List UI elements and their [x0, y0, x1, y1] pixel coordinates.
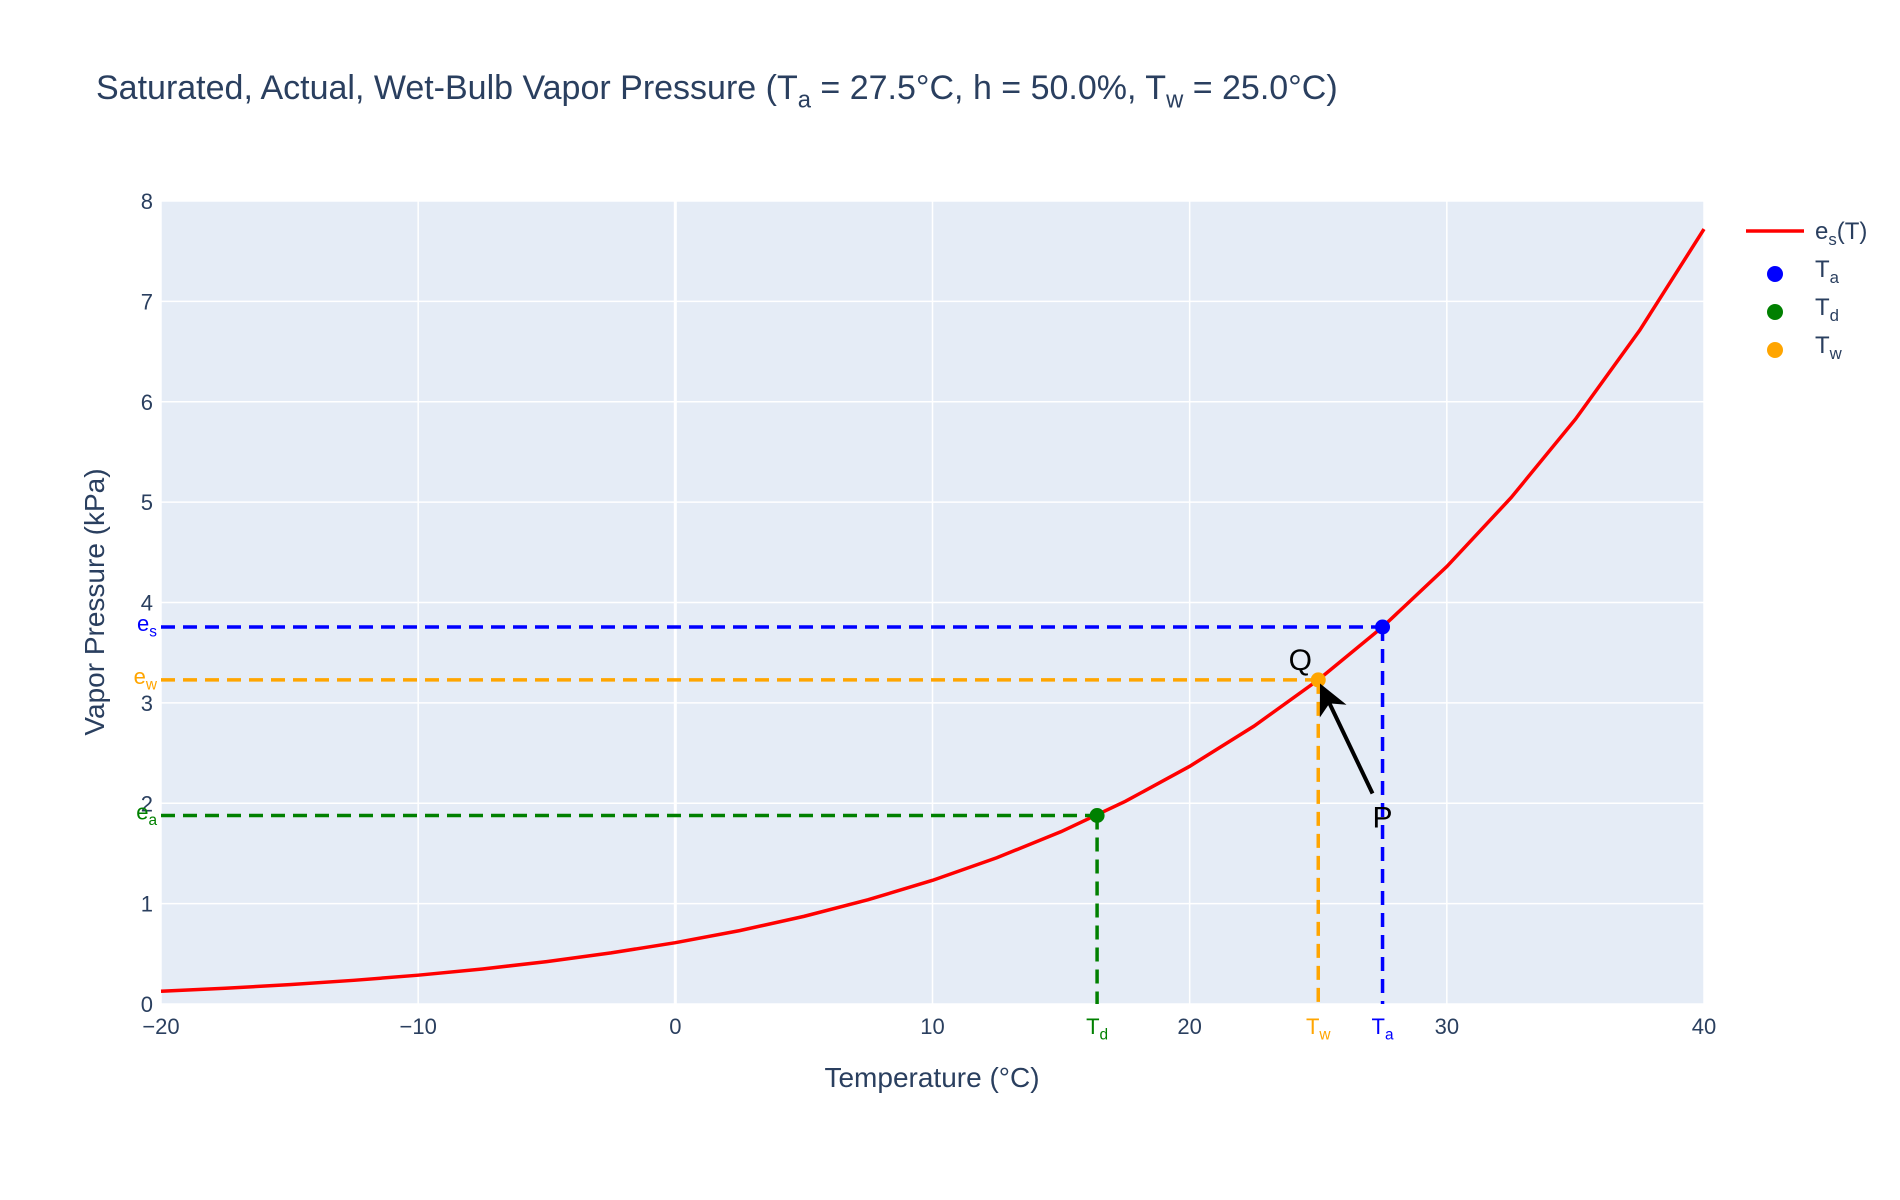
y-axis-title: Vapor Pressure (kPa) [79, 468, 110, 735]
legend-label: Ta [1815, 256, 1840, 287]
x-tick-label: −20 [142, 1014, 179, 1039]
chart-title: Saturated, Actual, Wet-Bulb Vapor Pressu… [96, 69, 1338, 114]
x-tick-label: −10 [400, 1014, 437, 1039]
text-part: T [1306, 1014, 1319, 1039]
y-tick-label: 8 [141, 189, 153, 214]
y-tick-label: 5 [141, 490, 153, 515]
point [1089, 807, 1105, 823]
text-part: = 25.0°C) [1183, 69, 1337, 107]
subscript: w [145, 676, 158, 693]
legend-label: Td [1815, 294, 1839, 325]
subscript: a [148, 812, 157, 829]
x-tick-label: 0 [669, 1014, 681, 1039]
legend-marker [1767, 266, 1783, 282]
legend-marker [1767, 342, 1783, 358]
point [1375, 619, 1391, 635]
subscript: s [149, 623, 157, 640]
text-part: e [134, 664, 146, 689]
arrow-head [1319, 683, 1347, 718]
subscript: w [1165, 87, 1184, 114]
text-part: T [1815, 256, 1830, 283]
x-point-label: Tw [1306, 1014, 1331, 1044]
text-part: e [136, 799, 148, 824]
text-part: T [1815, 332, 1830, 359]
text-part: e [137, 611, 149, 636]
x-tick-label: 40 [1692, 1014, 1716, 1039]
x-point-label: Ta [1372, 1014, 1394, 1044]
x-point-label: Td [1086, 1014, 1108, 1044]
legend-marker [1767, 304, 1783, 320]
subscript: a [798, 87, 812, 114]
y-tick-label: 6 [141, 390, 153, 415]
x-tick-label: 20 [1177, 1014, 1201, 1039]
y-point-label: ea [136, 799, 157, 829]
subscript: d [1100, 1027, 1109, 1044]
text-part: = 27.5°C, h = 50.0%, T [811, 69, 1166, 107]
text-part: (T) [1837, 218, 1868, 245]
subscript: s [1828, 230, 1836, 249]
text-part: Saturated, Actual, Wet-Bulb Vapor Pressu… [96, 69, 798, 107]
text-part: T [1086, 1014, 1099, 1039]
annotation: Q [1289, 644, 1312, 677]
legend-label: es(T) [1815, 218, 1867, 249]
x-axis-title: Temperature (°C) [824, 1062, 1039, 1093]
legend-label: Tw [1815, 332, 1843, 363]
text-part: e [1815, 218, 1828, 245]
y-tick-label: 3 [141, 691, 153, 716]
arrow-line [1326, 700, 1375, 795]
subscript: d [1830, 306, 1839, 325]
y-tick-label: 7 [141, 289, 153, 314]
y-tick-label: 1 [141, 892, 153, 917]
point [1310, 672, 1326, 688]
curve [160, 228, 1706, 993]
x-tick-label: 10 [920, 1014, 944, 1039]
subscript: a [1830, 268, 1840, 287]
text-part: T [1372, 1014, 1385, 1039]
annotation: P [1373, 801, 1393, 834]
y-tick-label: 0 [141, 992, 153, 1017]
y-point-label: es [137, 611, 157, 641]
y-point-label: ew [134, 664, 158, 694]
y-tick-label: 4 [141, 591, 153, 616]
x-tick-label: 30 [1435, 1014, 1459, 1039]
subscript: w [1829, 344, 1843, 363]
y-tick-label: 2 [141, 791, 153, 816]
text-part: T [1815, 294, 1830, 321]
subscript: w [1318, 1027, 1331, 1044]
subscript: a [1385, 1027, 1394, 1044]
